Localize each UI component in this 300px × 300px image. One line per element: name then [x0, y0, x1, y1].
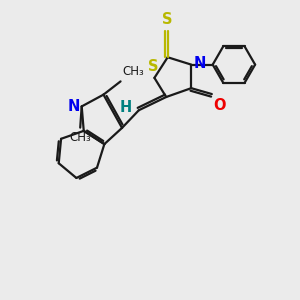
Text: S: S: [148, 59, 158, 74]
Text: CH₃: CH₃: [69, 130, 91, 144]
Text: O: O: [213, 98, 226, 112]
Text: N: N: [68, 99, 80, 114]
Text: CH₃: CH₃: [122, 65, 144, 78]
Text: S: S: [162, 12, 173, 27]
Text: H: H: [120, 100, 132, 116]
Text: N: N: [194, 56, 206, 70]
